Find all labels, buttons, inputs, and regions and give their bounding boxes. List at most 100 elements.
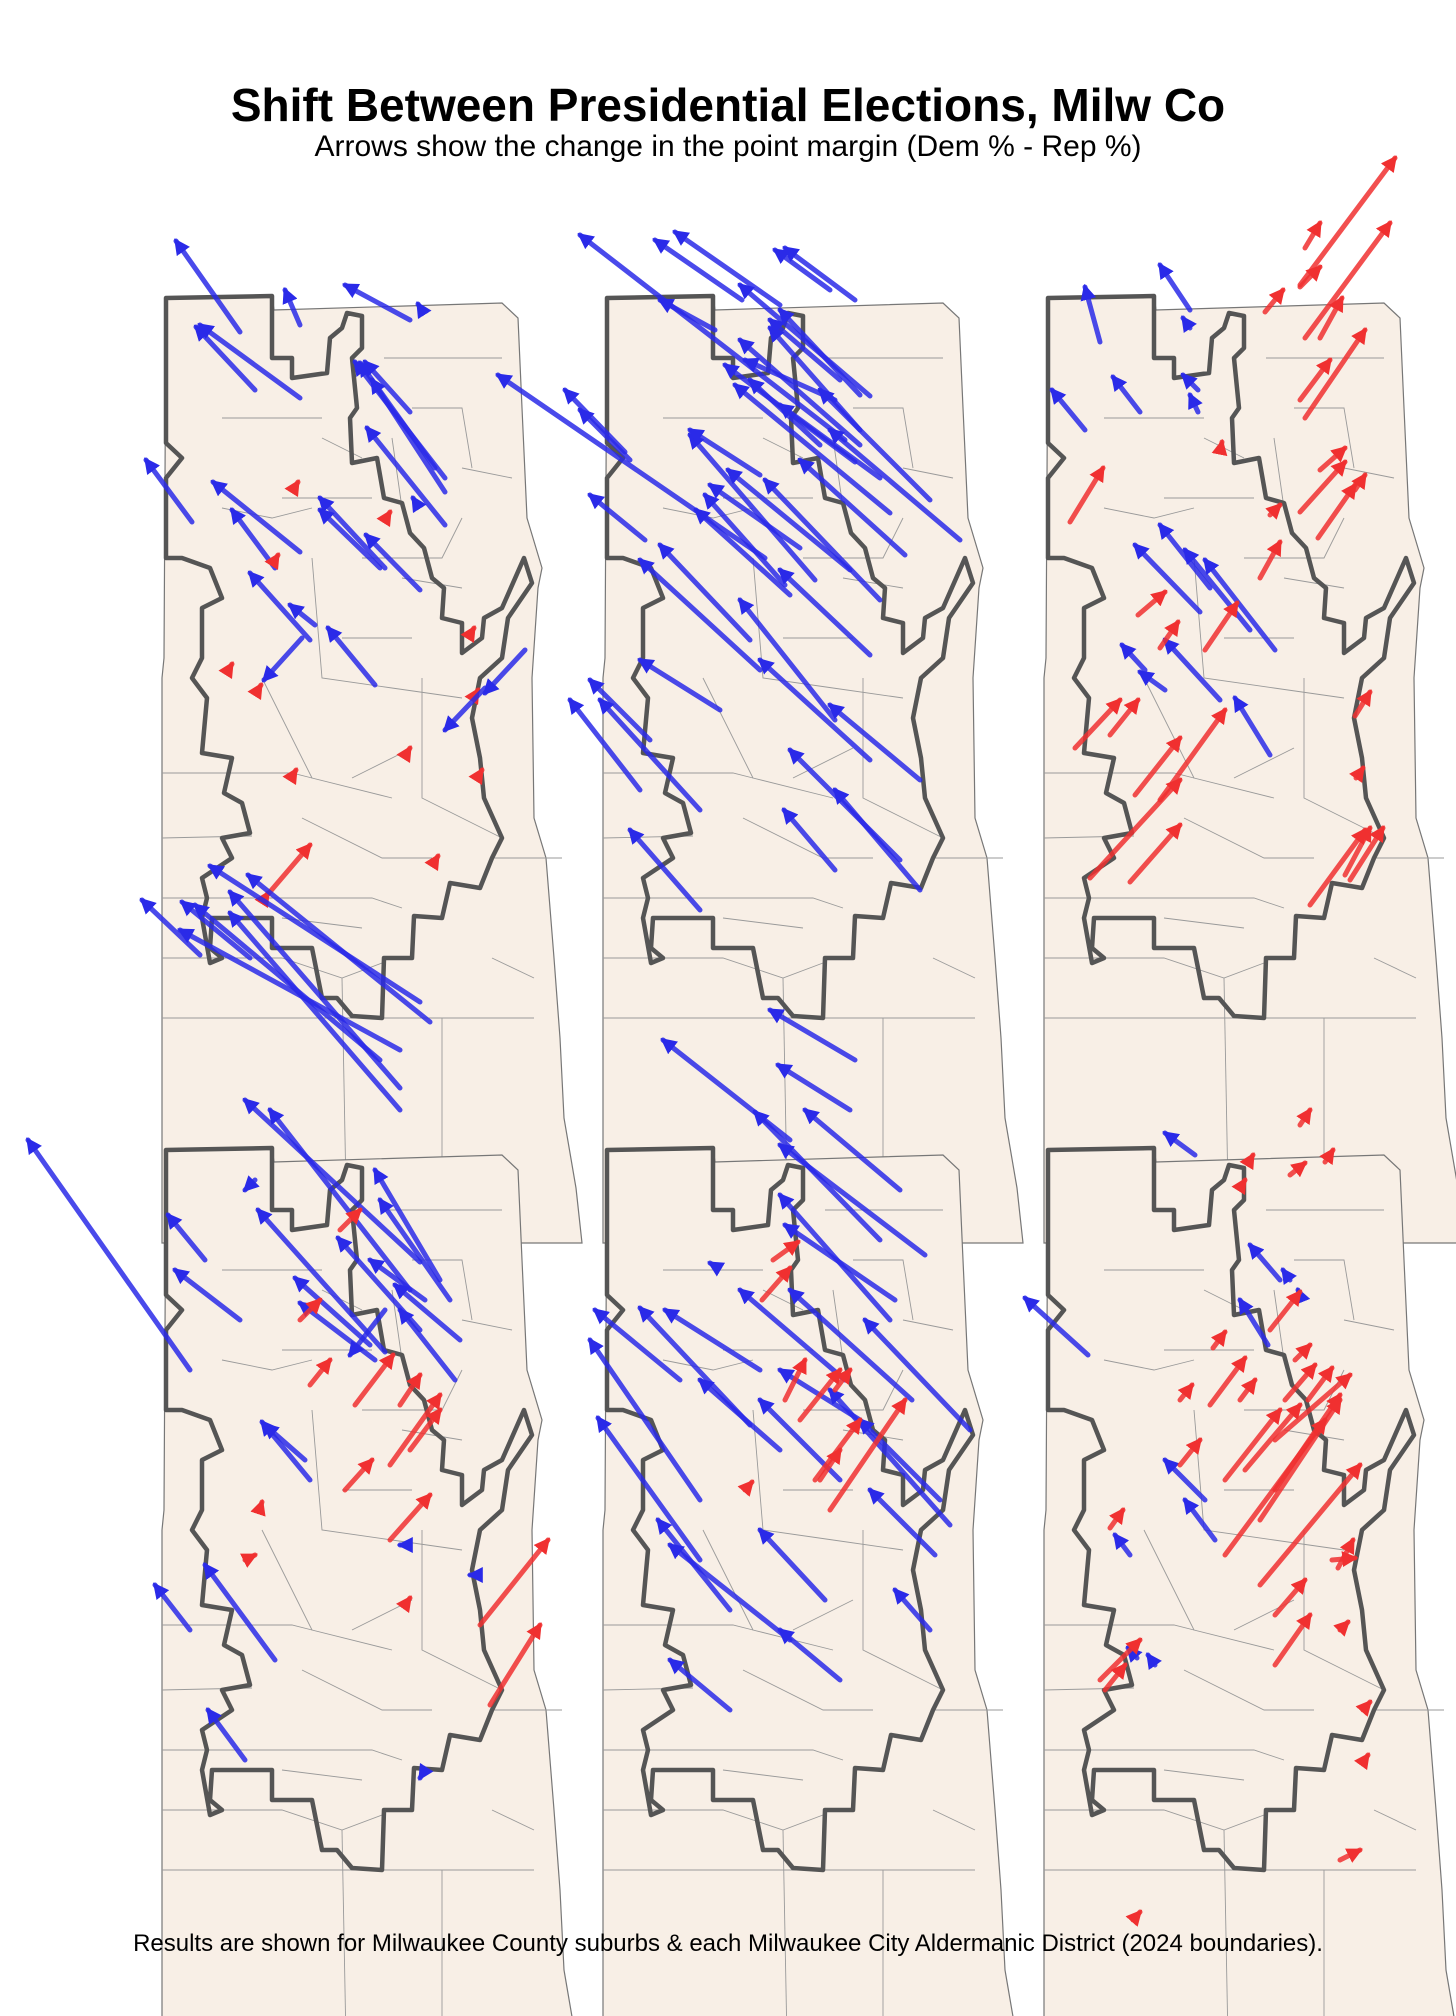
- dem-shift-arrow: [392, 1282, 463, 1343]
- district-line: [321, 437, 363, 459]
- dem-shift-arrow: [255, 1207, 388, 1355]
- district-line: [603, 1624, 754, 1631]
- dem-shift-arrow: [261, 635, 305, 683]
- dem-shift-arrow: [1157, 522, 1213, 591]
- district-line: [1273, 437, 1285, 509]
- dem-shift-arrow: [737, 282, 873, 399]
- rep-shift-arrow: [1315, 482, 1358, 541]
- rep-shift-arrow: [407, 1407, 443, 1453]
- dem-shift-arrow: [1162, 637, 1223, 703]
- rep-shift-arrow: [1267, 1289, 1303, 1333]
- rep-shift-arrow: [1333, 1619, 1351, 1637]
- dem-shift-arrow: [802, 1107, 903, 1193]
- rep-shift-arrow: [817, 1447, 843, 1483]
- rep-shift-arrow: [1257, 539, 1283, 581]
- district-line: [1373, 1809, 1417, 1831]
- dem-shift-arrow: [737, 337, 863, 448]
- dem-shift-arrow: [210, 479, 303, 555]
- dem-shift-arrow: [767, 1007, 858, 1063]
- district-line: [842, 577, 904, 589]
- rep-shift-arrow: [1297, 459, 1348, 515]
- dem-shift-arrow: [707, 1260, 726, 1277]
- dem-shift-arrow: [242, 1097, 423, 1265]
- dem-shift-arrow: [205, 1707, 248, 1763]
- district-line: [603, 1749, 844, 1761]
- district-line: [461, 1669, 503, 1691]
- map-panel: 2016 to 2020: [602, 1145, 1014, 2016]
- city-boundary: [1045, 293, 1417, 1021]
- city-boundary: [1045, 1145, 1417, 1873]
- dem-shift-arrow: [335, 1235, 423, 1333]
- district-line: [1044, 897, 1285, 909]
- rep-shift-arrow: [1097, 1637, 1143, 1683]
- rep-shift-arrow: [1237, 1377, 1258, 1403]
- district-line: [1193, 557, 1275, 689]
- rep-shift-arrow: [1125, 1909, 1143, 1927]
- rep-shift-arrow: [1072, 697, 1123, 751]
- district-line: [341, 1829, 346, 2016]
- rep-shift-arrow: [1352, 689, 1373, 719]
- dem-shift-arrow: [172, 1267, 243, 1323]
- dem-shift-arrow: [242, 1175, 260, 1193]
- district-line: [1273, 1539, 1345, 1551]
- rep-shift-arrow: [397, 1372, 423, 1408]
- dem-shift-arrow: [1137, 669, 1168, 693]
- rep-shift-arrow: [1202, 600, 1240, 653]
- city-boundary: [163, 293, 535, 1021]
- dem-shift-arrow: [292, 1275, 373, 1348]
- district-line: [1183, 817, 1314, 859]
- page-title: Shift Between Presidential Elections, Mi…: [230, 79, 1226, 131]
- district-line: [1044, 772, 1195, 779]
- rep-shift-arrow: [239, 1552, 258, 1568]
- district-line: [792, 1599, 854, 1631]
- rep-shift-arrow: [1305, 1365, 1335, 1403]
- rep-shift-arrow: [1257, 1462, 1363, 1588]
- dem-shift-arrow: [747, 377, 823, 448]
- dem-shift-arrow: [667, 1657, 733, 1713]
- district-line: [722, 917, 804, 929]
- rep-shift-arrow: [1210, 1329, 1228, 1351]
- dem-shift-arrow: [1182, 547, 1253, 633]
- district-line: [792, 747, 854, 779]
- dem-shift-arrow: [227, 910, 403, 1113]
- district-line: [261, 677, 393, 799]
- dem-shift-arrow: [657, 542, 753, 643]
- dem-shift-arrow: [143, 457, 195, 525]
- district-line: [1303, 678, 1345, 819]
- rep-shift-arrow: [1302, 220, 1393, 341]
- dem-shift-arrow: [577, 407, 633, 463]
- district-line: [832, 687, 904, 699]
- dem-shift-arrow: [1049, 387, 1088, 433]
- district-line: [1183, 1669, 1314, 1711]
- county-outline: [602, 1147, 1014, 2016]
- dem-shift-arrow: [587, 492, 648, 543]
- dem-shift-arrow: [817, 387, 933, 503]
- district-line: [862, 678, 904, 819]
- rep-shift-arrow: [1177, 1382, 1195, 1403]
- dem-shift-arrow: [1247, 1242, 1283, 1283]
- rep-shift-arrow: [1242, 1402, 1303, 1473]
- rep-shift-arrow: [307, 1357, 333, 1388]
- dem-shift-arrow: [637, 657, 723, 713]
- dem-shift-arrow: [1237, 1297, 1271, 1348]
- dem-shift-arrow: [732, 382, 893, 516]
- rep-shift-arrow: [1127, 822, 1183, 885]
- district-line: [782, 1829, 787, 2016]
- dem-shift-arrow: [827, 702, 923, 783]
- county-outline: [1043, 1147, 1455, 2016]
- rep-shift-arrow: [282, 767, 299, 786]
- rep-shift-arrow: [1272, 1577, 1308, 1618]
- district-line: [261, 1529, 393, 1651]
- rep-shift-arrow: [1317, 295, 1345, 341]
- rep-shift-arrow: [460, 625, 477, 644]
- dem-shift-arrow: [892, 1587, 933, 1633]
- dem-shift-arrow: [797, 457, 908, 558]
- dem-shift-arrow: [410, 495, 427, 514]
- dem-shift-arrow: [1187, 392, 1203, 415]
- page-subtitle: Arrows show the change in the point marg…: [314, 130, 1142, 163]
- rep-shift-arrow: [827, 1397, 908, 1513]
- district-line: [932, 1809, 976, 1831]
- district-line: [742, 1669, 873, 1711]
- dem-shift-arrow: [592, 1307, 683, 1383]
- dem-shift-arrow: [777, 307, 863, 398]
